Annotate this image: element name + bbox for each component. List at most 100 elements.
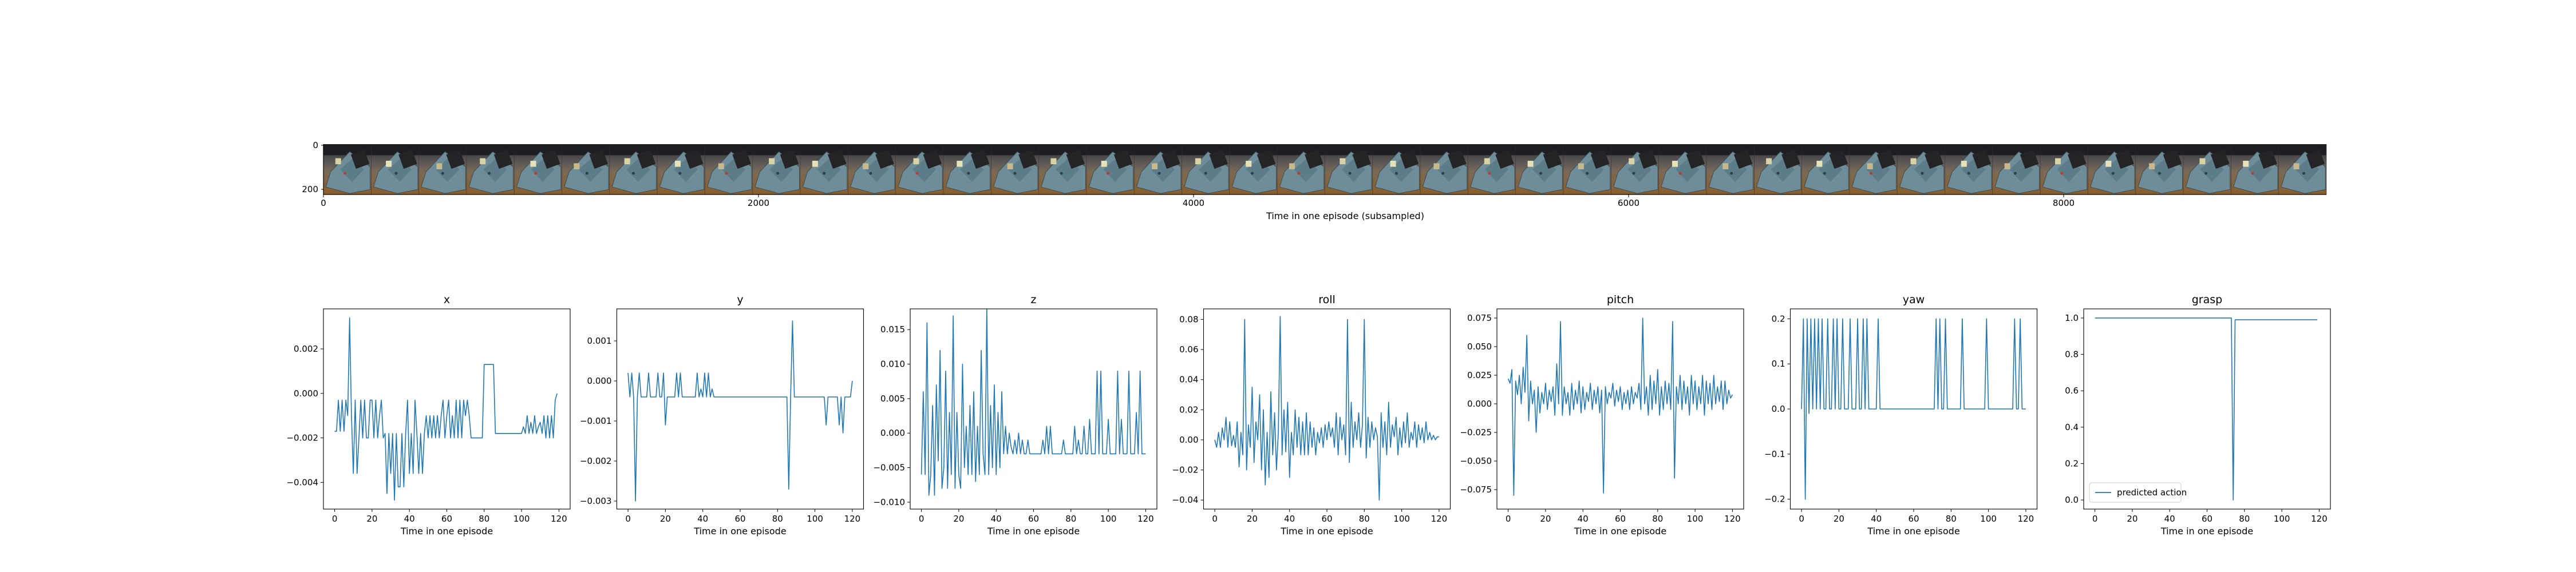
chart-title: y [737,293,743,306]
chart-roll: roll 0 20 40 60 80 100 120 −0.04 −0.02 0.00 0.02 0.0… [1172,293,1451,537]
x-tick-label: 20 [2127,514,2138,524]
y-tick-label: 0.010 [880,359,905,370]
x-tick-label: 40 [2164,514,2175,524]
y-tick-label: −0.050 [1460,456,1492,466]
plot-frame [616,308,864,510]
x-tick-label: 40 [697,514,708,524]
y-tick-label: −0.025 [1460,427,1492,438]
strip-frame [2231,144,2279,194]
strip-frame [800,144,848,194]
legend-entry: predicted action [2117,487,2187,498]
x-tick-label: 0 [1799,514,1804,524]
x-axis-label: Time in one episode [987,526,1080,537]
x-tick-label: 60 [1615,514,1626,524]
y-tick-label: 0.1 [1772,359,1785,369]
chart-y: y 0 20 40 60 80 100 120 −0.003 −0.002 −0.001 0.000 0… [580,293,864,537]
action-charts: x0 20 40 60 80 100 120−0.004−0.0020.0000.002Ti… [286,293,2331,537]
x-tick-label: 120 [2018,514,2034,524]
x-tick-label: 100 [1687,514,1704,524]
strip-xtick-label-2000: 2000 [748,198,769,208]
y-tick-label: 0.000 [1467,399,1492,409]
x-axis-label: Time in one episode [2160,526,2253,537]
y-tick-label: 0.02 [1179,404,1198,415]
image-strip-frames [323,144,2327,194]
x-axis-label: Time in one episode [1574,526,1666,537]
plot-frame [2083,308,2331,510]
strip-frame [371,144,419,194]
strip-frame [1038,144,1087,194]
x-tick-label: 60 [734,514,745,524]
x-tick-label: 0 [919,514,924,524]
legend: predicted action [2089,482,2187,503]
series-line [1214,316,1439,501]
strip-frame [1754,144,1802,194]
strip-frame [1849,144,1898,194]
y-tick-label: −0.002 [580,456,612,466]
strip-frame [2183,144,2231,194]
x-tick-label: 100 [1393,514,1410,524]
x-tick-label: 20 [1834,514,1844,524]
chart-title: roll [1318,293,1336,306]
strip-frame [609,144,658,194]
y-tick-label: 0.000 [880,428,905,438]
y-tick-label: −0.010 [873,497,905,507]
y-tick-label: −0.04 [1172,495,1199,505]
strip-frame [752,144,801,194]
y-tick-label: 0.025 [1467,370,1492,380]
strip-xtick-label-8000: 8000 [2053,198,2075,208]
x-tick-label: 40 [1871,514,1882,524]
strip-frame [895,144,944,194]
x-axis-label: Time in one episode [1867,526,1959,537]
x-tick-label: 20 [660,514,671,524]
y-tick-label: 0.08 [1179,314,1198,324]
x-tick-label: 80 [1946,514,1957,524]
chart-title: pitch [1607,293,1634,306]
y-tick-label: −0.004 [286,477,318,487]
strip-frame [466,144,515,194]
y-tick-label: −0.075 [1460,484,1492,495]
x-tick-label: 40 [1578,514,1589,524]
x-tick-label: 20 [1540,514,1551,524]
strip-frame [1897,144,1945,194]
chart-title: grasp [2192,293,2222,306]
y-tick-label: 0.005 [880,394,905,404]
y-tick-label: 0.075 [1467,313,1492,323]
x-tick-label: 60 [2202,514,2212,524]
x-tick-label: 40 [404,514,415,524]
y-tick-label: 0.0 [1772,404,1785,414]
strip-frame [1182,144,1230,194]
strip-frame [1515,144,1564,194]
x-tick-label: 0 [332,514,338,524]
y-tick-label: 0.015 [880,324,905,335]
x-tick-label: 60 [1028,514,1039,524]
x-tick-label: 60 [1908,514,1919,524]
y-tick-label: 0.6 [2065,386,2079,396]
strip-frame [1801,144,1850,194]
x-tick-label: 80 [1652,514,1663,524]
y-tick-label: 0.8 [2065,349,2079,360]
x-tick-label: 80 [1359,514,1370,524]
strip-frame [1945,144,1993,194]
strip-frame [2040,144,2088,194]
strip-frame [848,144,896,194]
y-tick-label: 1.0 [2065,313,2079,323]
strip-frame [323,144,372,194]
x-tick-label: 100 [513,514,530,524]
series-line [2095,317,2318,500]
series-line [627,320,853,502]
x-tick-label: 120 [844,514,861,524]
strip-frame [705,144,753,194]
y-tick-label: 0.4 [2065,422,2079,432]
x-tick-label: 0 [625,514,631,524]
chart-title: yaw [1903,293,1925,306]
y-tick-label: −0.002 [286,433,318,443]
strip-frame [1086,144,1135,194]
x-tick-label: 0 [1506,514,1511,524]
x-tick-label: 40 [991,514,1002,524]
strip-xtick-label-6000: 6000 [1618,198,1639,208]
x-tick-label: 0 [2092,514,2098,524]
chart-z: z 0 20 40 60 80 100 120 −0.010 −0.005 0.000 0.005 0.… [873,293,1157,537]
x-tick-label: 40 [1284,514,1295,524]
image-strip: 0 200 0 2000 4000 6000 8000 Time in one … [302,140,2327,221]
